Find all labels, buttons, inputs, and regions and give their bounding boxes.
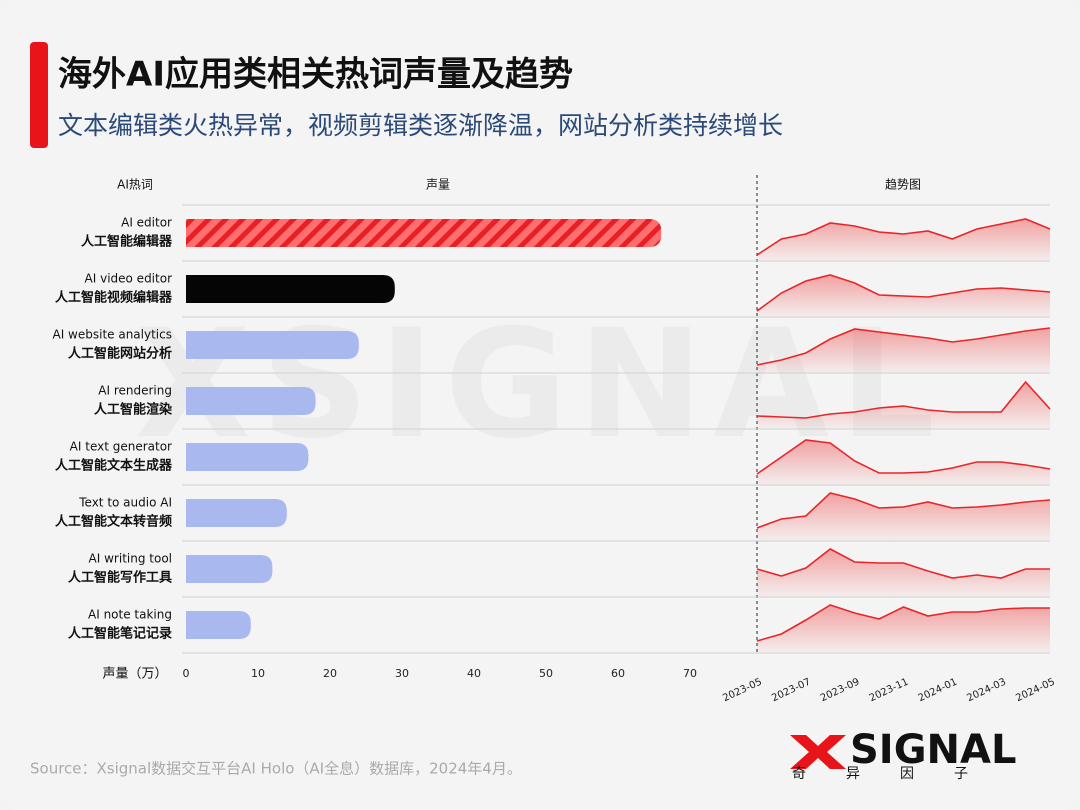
category-label: AI writing tool (89, 552, 172, 566)
x-tick-label: 0 (183, 667, 190, 680)
trend-line (756, 327, 1051, 366)
logo-tagline: 奇异因子 (792, 765, 1008, 782)
bar (186, 499, 287, 527)
trend-line (756, 492, 1051, 529)
trend-line (756, 439, 1051, 475)
trend-line (756, 548, 1050, 579)
category-label-zh: 人工智能文本转音频 (55, 514, 172, 530)
logo-text: SIGNAL (850, 727, 1016, 773)
column-header: AI热词 (117, 178, 153, 192)
trend-area (757, 605, 1050, 653)
chart-title: 海外AI应用类相关热词声量及趋势 (58, 55, 573, 95)
x-tick-label: 20 (323, 667, 337, 680)
trend-area (757, 440, 1050, 485)
column-header: 趋势图 (885, 178, 921, 192)
trend-area (757, 549, 1050, 597)
category-label-zh: 人工智能网站分析 (68, 346, 172, 362)
bar (186, 331, 359, 359)
logo: SIGNAL 奇异因子 (790, 727, 1016, 782)
trend-line (756, 274, 1051, 312)
category-label-zh: 人工智能编辑器 (81, 234, 173, 250)
x-tick-label: 70 (683, 667, 697, 680)
x-axis-title: 声量（万） (102, 667, 167, 682)
category-label: AI editor (121, 216, 172, 230)
category-label-zh: 人工智能文本生成器 (55, 458, 173, 474)
trend-line (756, 604, 1050, 642)
category-label-zh: 人工智能视频编辑器 (55, 290, 173, 306)
category-label: AI video editor (85, 272, 173, 286)
subtitle: 文本编辑类火热异常，视频剪辑类逐渐降温，网站分析类持续增长 (58, 111, 783, 140)
category-label: AI website analytics (52, 328, 172, 342)
category-label: AI rendering (98, 384, 172, 398)
bar (186, 443, 309, 471)
bar (186, 555, 273, 583)
trend-area (757, 382, 1050, 429)
x-tick-label: 10 (251, 667, 265, 680)
x-tick-label: 30 (395, 667, 409, 680)
source: Source：Xsignal数据交互平台AI Holo（AI全息）数据库，202… (30, 760, 522, 778)
trend-area (757, 493, 1050, 541)
logo-mark (790, 735, 846, 769)
category-label-zh: 人工智能写作工具 (68, 570, 172, 586)
bar (186, 275, 395, 303)
trend-line (756, 380, 1051, 419)
x-tick-label: 40 (467, 667, 481, 680)
category-label: AI text generator (70, 440, 172, 454)
category-label-zh: 人工智能笔记记录 (68, 626, 172, 642)
title-accent (30, 42, 48, 148)
bar (186, 611, 251, 639)
category-label: Text to audio AI (78, 496, 172, 510)
bar (186, 387, 316, 415)
trend-line (756, 218, 1051, 256)
category-label-zh: 人工智能渲染 (94, 402, 173, 418)
bar (186, 219, 662, 247)
category-label: AI note taking (88, 608, 172, 622)
x-tick-label: 60 (611, 667, 625, 680)
column-header: 声量 (426, 178, 450, 192)
x-tick-label: 50 (539, 667, 553, 680)
